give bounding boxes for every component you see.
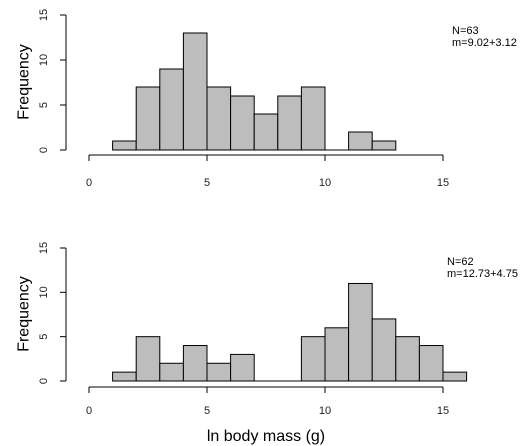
y-tick-label: 5	[38, 334, 50, 340]
histogram-bar	[230, 353, 255, 382]
histogram-bar	[442, 371, 468, 382]
histogram-bar	[135, 336, 161, 382]
y-tick-label: 10	[38, 286, 50, 298]
histogram-bar	[371, 318, 397, 382]
x-tick-label: 15	[437, 177, 449, 189]
x-tick-label: 0	[86, 405, 92, 417]
mean-annotation: m=12.73+4.75	[447, 268, 518, 280]
histogram-bar	[348, 282, 373, 382]
histogram-bar	[182, 345, 208, 382]
bottom-histogram-panel: 0 5 10 15 0 5 10 15 Frequency N=62m=12.73+4.75 ln …	[16, 242, 518, 445]
histogram-bar	[230, 95, 255, 151]
histogram-bar	[112, 140, 137, 151]
x-axis-title: ln body mass (g)	[207, 428, 325, 445]
histogram-bar	[300, 86, 326, 151]
sample-size-annotation: N=62	[447, 256, 474, 268]
histogram-bar	[324, 327, 350, 382]
histogram-bar	[253, 113, 279, 151]
x-tick-label: 5	[204, 405, 210, 417]
histogram-bar	[135, 86, 161, 151]
histogram-bar	[182, 32, 208, 151]
histogram-bar	[206, 86, 232, 151]
histogram-bar	[418, 345, 444, 382]
y-tick-label: 10	[38, 54, 50, 66]
y-axis-title: Frequency	[16, 276, 33, 352]
histogram-bar	[348, 131, 373, 151]
y-tick-label: 0	[38, 378, 50, 384]
x-tick-label: 10	[319, 405, 331, 417]
y-axis-title: Frequency	[16, 44, 33, 120]
y-tick-label: 15	[38, 9, 50, 21]
x-tick-label: 10	[319, 177, 331, 189]
histogram-bar	[112, 371, 137, 382]
histogram-bar	[395, 336, 420, 382]
x-tick-label: 5	[204, 177, 210, 189]
histogram-bar	[277, 95, 302, 151]
top-histogram-panel: 0 5 10 15 0 5 10 15 Frequency N=63m=9.02+3.12	[16, 9, 517, 189]
mean-annotation: m=9.02+3.12	[452, 37, 517, 49]
histogram-bar	[300, 336, 326, 382]
histogram-bar	[159, 362, 184, 382]
sample-size-annotation: N=63	[452, 25, 479, 37]
histogram-bar	[206, 362, 232, 382]
y-tick-label: 15	[38, 242, 50, 254]
histogram-bar	[159, 68, 184, 151]
x-tick-label: 0	[86, 177, 92, 189]
x-tick-label: 15	[437, 405, 449, 417]
y-tick-label: 0	[38, 147, 50, 153]
histogram-bar	[371, 140, 397, 151]
y-tick-label: 5	[38, 102, 50, 108]
